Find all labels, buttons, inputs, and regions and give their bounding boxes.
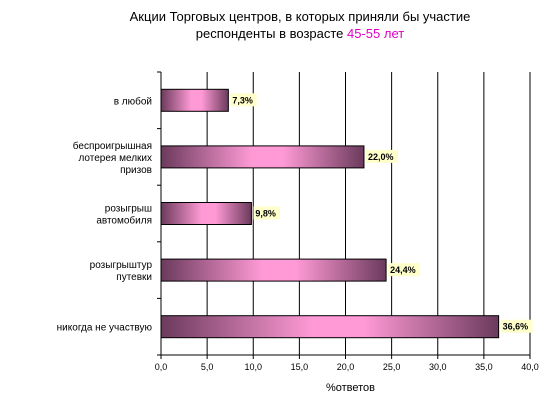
category-label: розыгрыштур — [90, 260, 153, 271]
chart-title-line-1: Акции Торговых центров, в которых принял… — [129, 9, 471, 24]
chart-title-accent: 45-55 лет — [347, 26, 405, 41]
category-label: розыгрыш — [105, 204, 152, 215]
bar — [160, 88, 229, 112]
bar — [160, 145, 365, 169]
x-axis-label: %ответов — [326, 382, 375, 394]
x-tick-label: 20,0 — [337, 362, 355, 372]
category-label: беспроигрышная — [73, 140, 152, 152]
x-tick-label: 0,0 — [155, 362, 168, 372]
x-tick-label: 25,0 — [383, 362, 401, 372]
x-tick-label: 35,0 — [475, 362, 493, 372]
category-label: призов — [120, 165, 152, 176]
category-label: автомобиля — [96, 215, 152, 227]
x-tick-label: 30,0 — [429, 362, 447, 372]
category-label: путевки — [116, 272, 152, 283]
data-label: 24,4% — [390, 265, 416, 275]
data-label-bg — [388, 263, 421, 277]
x-tick-label: 40,0 — [521, 362, 539, 372]
bar — [160, 258, 387, 282]
data-label-bg — [365, 149, 398, 163]
data-label: 36,6% — [503, 322, 529, 332]
x-tick-label: 5,0 — [201, 362, 214, 372]
category-label: в любой — [114, 95, 152, 107]
data-label-bg — [500, 319, 533, 333]
bar — [160, 202, 252, 225]
category-label: лотерея мелких — [78, 153, 152, 164]
data-label-bg — [253, 206, 280, 220]
data-label: 7,3% — [232, 95, 253, 105]
data-label-bg — [230, 93, 257, 107]
x-tick-label: 10,0 — [244, 362, 262, 372]
bar — [160, 315, 500, 339]
data-label: 9,8% — [255, 209, 276, 219]
chart-title-line-2: респонденты в возрасте 45-55 лет — [100, 26, 500, 41]
x-tick-label: 15,0 — [291, 362, 309, 372]
category-label: никогда не участвую — [57, 323, 153, 334]
data-label: 22,0% — [368, 152, 394, 162]
chart-title-prefix: респонденты в возрасте — [195, 26, 348, 41]
